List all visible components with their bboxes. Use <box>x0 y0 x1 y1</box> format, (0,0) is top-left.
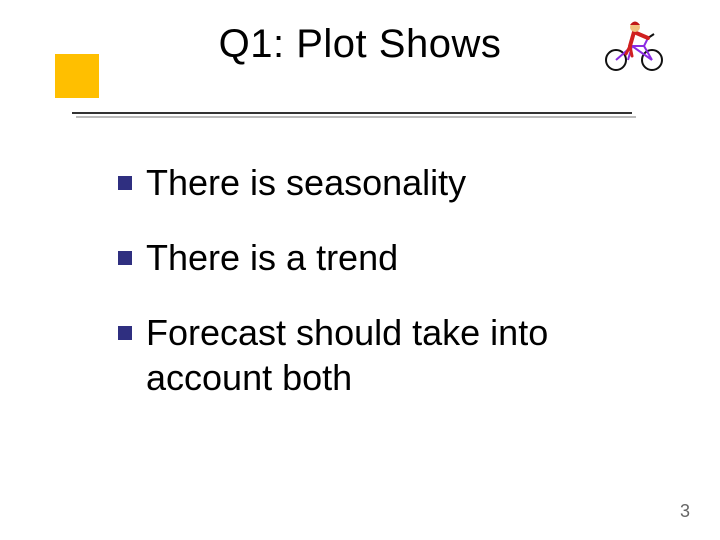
bullet-marker-icon <box>118 326 132 340</box>
bullet-text: There is seasonality <box>146 160 466 205</box>
cyclist-icon <box>598 16 670 72</box>
bullet-marker-icon <box>118 176 132 190</box>
rider-hat-icon <box>630 22 640 26</box>
bullet-list: There is seasonality There is a trend Fo… <box>118 160 660 430</box>
bullet-text: There is a trend <box>146 235 398 280</box>
title-underline <box>72 112 632 114</box>
slide: Q1: Plot Shows There is seasonality <box>0 0 720 540</box>
list-item: There is seasonality <box>118 160 660 205</box>
list-item: Forecast should take into account both <box>118 310 660 400</box>
bullet-text: Forecast should take into account both <box>146 310 660 400</box>
page-number: 3 <box>680 501 690 522</box>
title-underline-shadow <box>76 116 636 118</box>
list-item: There is a trend <box>118 235 660 280</box>
bullet-marker-icon <box>118 251 132 265</box>
bike-frame-icon <box>616 38 652 60</box>
